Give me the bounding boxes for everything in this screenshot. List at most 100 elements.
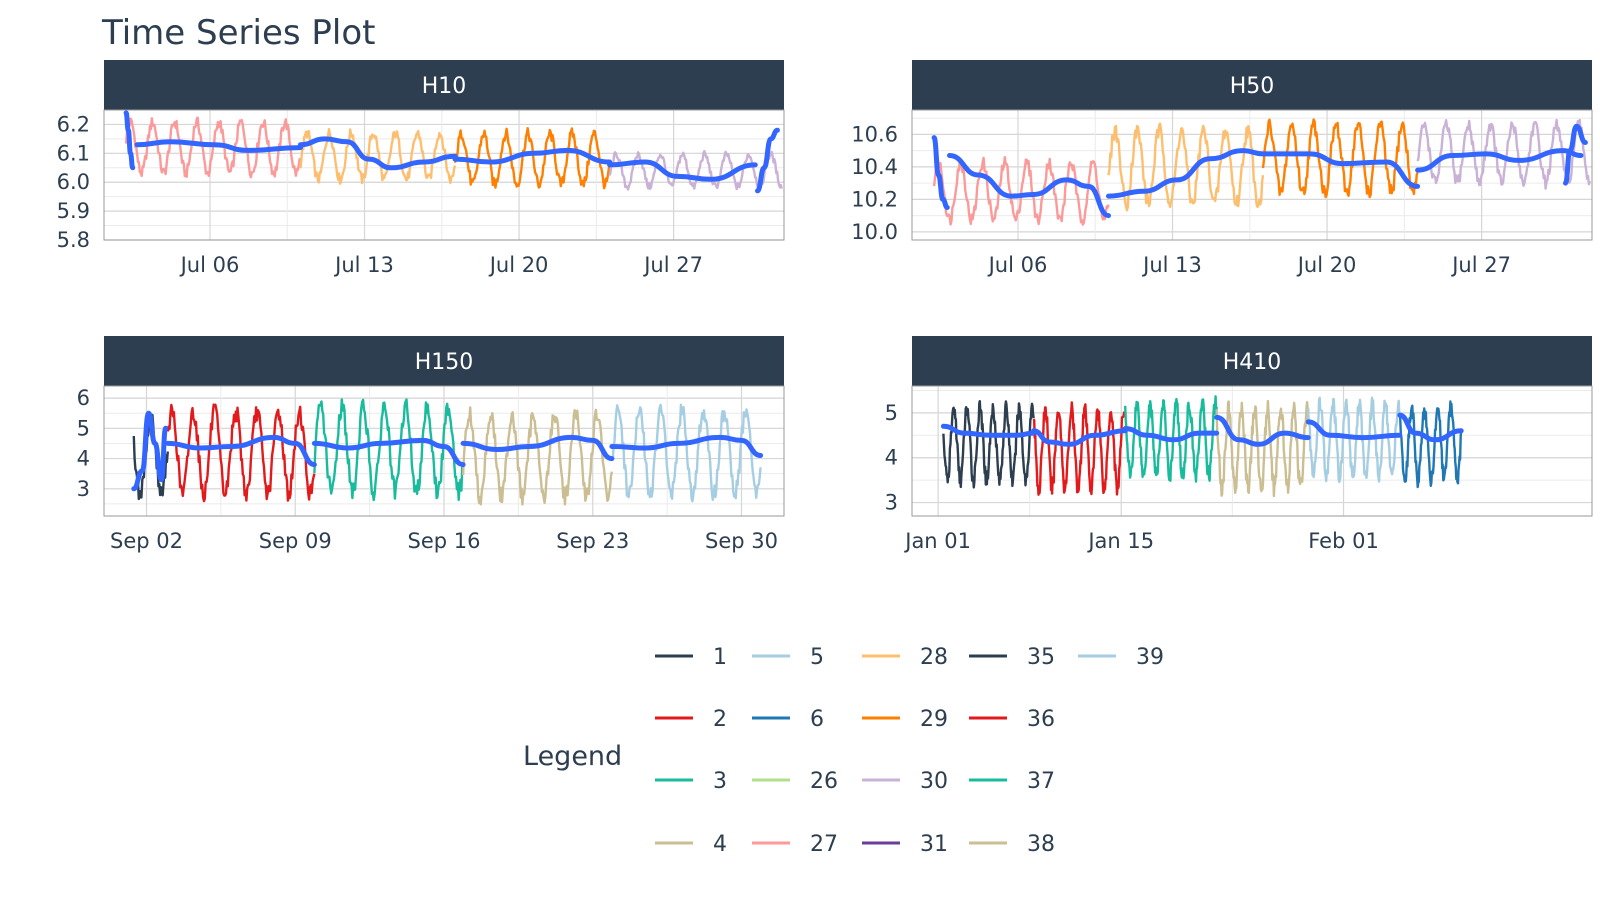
smooth-trend-line — [940, 423, 1037, 438]
panel-border — [911, 109, 1593, 241]
smooth-trend-line — [1122, 426, 1220, 443]
legend-label: 28 — [920, 645, 948, 670]
x-tick-label: Sep 23 — [556, 529, 629, 553]
facet-panels: H10 5.8 5.9 6.0 6.1 6.2 Jul 06 Jul 13 Jul 20 Jul … — [57, 60, 1593, 553]
series-line-4 — [461, 406, 614, 506]
series-line-6 — [1398, 400, 1463, 489]
series-line-28 — [299, 127, 457, 185]
legend-label: 31 — [920, 832, 948, 857]
series-line-5 — [610, 403, 762, 503]
series-line-29 — [1261, 118, 1419, 199]
smooth-trend-line — [1031, 428, 1128, 447]
panel-border — [103, 385, 785, 517]
panel-border — [911, 385, 1593, 517]
legend-item-3: 3 — [655, 769, 727, 794]
legend-item-28: 28 — [862, 645, 948, 670]
legend-item-36: 36 — [969, 707, 1055, 732]
y-tick-label: 10.6 — [851, 122, 898, 146]
legend-item-27: 27 — [752, 832, 838, 857]
legend-item-31: 31 — [862, 832, 948, 857]
smooth-trend-line — [607, 159, 758, 182]
facet-strip-label: H10 — [422, 74, 467, 99]
chart-title: Time Series Plot — [101, 13, 375, 53]
legend-item-4: 4 — [655, 832, 727, 857]
smooth-trend-line — [311, 437, 466, 468]
legend-item-6: 6 — [752, 707, 824, 732]
x-tick-label: Jul 06 — [179, 253, 240, 277]
smooth-trend-line — [134, 139, 303, 153]
legend-label: 37 — [1027, 769, 1055, 794]
facet-strip — [912, 60, 1592, 110]
facet-strip — [104, 60, 784, 110]
y-tick-label: 5 — [885, 401, 898, 425]
legend-item-38: 38 — [969, 832, 1055, 857]
series-line-3 — [313, 398, 465, 502]
panel-border — [103, 109, 785, 241]
series-line-36 — [1032, 401, 1127, 496]
x-tick-label: Jul 06 — [987, 253, 1048, 277]
smooth-trend-line — [123, 110, 136, 171]
series-line-2 — [166, 403, 316, 503]
smooth-trend-line — [1214, 414, 1311, 447]
panel-h50: H50 10.0 10.2 10.4 10.6 Jul 06 Jul 13 Jul 20 Jul… — [851, 60, 1593, 277]
smooth-trend-line — [460, 434, 615, 462]
smooth-trend-line — [1415, 148, 1584, 173]
series-line-30 — [608, 149, 783, 191]
series-line-30 — [1416, 118, 1591, 190]
smooth-trend-line — [1397, 412, 1464, 443]
facet-strip — [104, 336, 784, 386]
y-tick-label: 4 — [77, 447, 90, 471]
legend-items: 1 2 3 4 5 6 26 27 28 29 30 31 35 36 37 38 39 — [655, 645, 1164, 857]
x-tick-label: Feb 01 — [1308, 529, 1379, 553]
legend-item-29: 29 — [862, 707, 948, 732]
legend-item-26: 26 — [752, 769, 838, 794]
y-tick-label: 5 — [77, 416, 90, 440]
x-tick-label: Sep 09 — [259, 529, 332, 553]
x-tick-label: Sep 30 — [705, 529, 778, 553]
smooth-trend-line — [131, 410, 169, 492]
legend-label: 30 — [920, 769, 948, 794]
y-tick-label: 5.9 — [57, 199, 90, 223]
legend-label: 36 — [1027, 707, 1055, 732]
facet-strip-label: H410 — [1223, 350, 1282, 375]
x-tick-label: Sep 16 — [408, 529, 481, 553]
x-tick-label: Jan 15 — [1086, 529, 1154, 553]
smooth-trend-line — [1260, 151, 1421, 189]
smooth-trend-line — [165, 434, 317, 468]
legend-label: 38 — [1027, 832, 1055, 857]
y-tick-label: 6 — [77, 386, 90, 410]
legend-label: 1 — [713, 645, 727, 670]
series-line-39 — [1307, 396, 1401, 484]
smooth-trend-line — [1106, 148, 1266, 199]
facet-strip-label: H50 — [1230, 74, 1275, 99]
smooth-trend-line — [298, 136, 458, 171]
panel-h150: H150 3 4 5 6 Sep 02 Sep 09 Sep 16 Sep 23 Sep 30 — [77, 336, 785, 553]
series-line-38 — [1215, 399, 1310, 498]
legend-item-1: 1 — [655, 645, 727, 670]
legend-label: 3 — [713, 769, 727, 794]
series-line-35 — [942, 400, 1035, 489]
x-tick-label: Jan 01 — [903, 529, 971, 553]
series-line-29 — [453, 126, 611, 190]
legend-item-37: 37 — [969, 769, 1055, 794]
x-tick-label: Sep 02 — [110, 529, 183, 553]
y-tick-label: 5.8 — [57, 228, 90, 252]
legend-label: 39 — [1136, 645, 1164, 670]
smooth-trend-line — [947, 153, 1111, 219]
legend-item-5: 5 — [752, 645, 824, 670]
legend: Legend 1 2 3 4 5 6 26 27 28 29 30 31 35 36 37 38 39 — [523, 645, 1164, 857]
smooth-trend-line — [1563, 123, 1588, 186]
x-tick-label: Jul 27 — [642, 253, 703, 277]
y-tick-label: 3 — [885, 491, 898, 515]
series-line-37 — [1124, 395, 1218, 483]
y-tick-label: 3 — [77, 477, 90, 501]
legend-label: 26 — [810, 769, 838, 794]
facet-strip — [912, 336, 1592, 386]
legend-label: 6 — [810, 707, 824, 732]
legend-title: Legend — [523, 741, 622, 772]
x-tick-label: Jul 20 — [488, 253, 549, 277]
smooth-trend-line — [452, 147, 613, 165]
x-tick-label: Jul 20 — [1296, 253, 1357, 277]
facet-strip-label: H150 — [415, 350, 474, 375]
